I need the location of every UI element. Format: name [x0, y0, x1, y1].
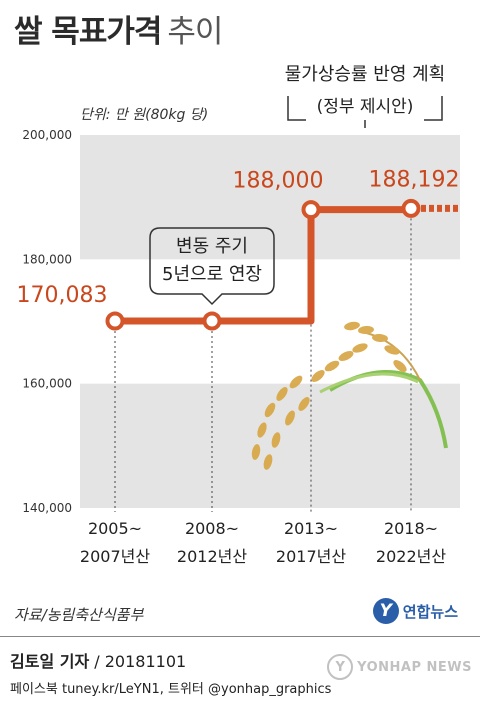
y-tick-label-2: 180,000	[22, 252, 72, 266]
x-tick-label-0-line1: 2005~	[88, 519, 142, 538]
value-label-3: 188,192	[369, 167, 460, 192]
y-tick-label-1: 160,000	[22, 377, 72, 391]
y-axis: 140,000 160,000 180,000 200,000	[22, 128, 72, 515]
yonhap-logo-icon: Y	[372, 598, 399, 624]
author-name: 김토일 기자	[10, 652, 90, 671]
y-tick-label-0: 140,000	[22, 501, 72, 515]
band-0	[80, 135, 460, 260]
title-main: 쌀 목표가격	[14, 14, 162, 50]
data-point-2	[301, 200, 321, 220]
watermark: Y YONHAP NEWS	[327, 654, 472, 680]
watermark-text: YONHAP NEWS	[357, 659, 472, 675]
x-tick-label-2-line2: 2017년산	[276, 547, 346, 566]
publish-date: 20181101	[104, 652, 187, 671]
x-tick-label-3-line2: 2022년산	[376, 547, 446, 566]
data-point-1	[202, 311, 222, 331]
x-tick-label-3-line1: 2018~	[384, 519, 438, 538]
value-label-0: 170,083	[17, 283, 108, 308]
x-axis: 2005~ 2007년산 2008~ 2012년산 2013~ 2017년산 2018~ 20…	[80, 519, 446, 566]
band-1	[80, 383, 460, 508]
y-tick-label-3: 200,000	[22, 128, 72, 142]
yonhap-logo: Y 연합뉴스	[372, 598, 458, 624]
callout-plan-line2: (정부 제시안)	[317, 97, 414, 117]
callout-cycle-line1: 변동 주기	[176, 236, 248, 257]
title-sub: 추이	[167, 14, 223, 50]
rice-stalk-illustration	[251, 321, 448, 470]
footer-divider	[0, 636, 480, 637]
social-links: 페이스북 tuney.kr/LeYN1, 트위터 @yonhap_graphic…	[10, 682, 332, 697]
x-tick-label-0-line2: 2007년산	[80, 547, 150, 566]
callout-cycle-line2: 5년으로 연장	[162, 264, 262, 285]
callout-plan: 물가상승률 반영 계획 (정부 제시안)	[285, 64, 445, 128]
x-tick-label-1-line1: 2008~	[185, 519, 239, 538]
callout-plan-line1: 물가상승률 반영 계획	[285, 64, 445, 85]
source-credit: 자료/농림축산식품부	[14, 606, 144, 624]
x-tick-label-2-line1: 2013~	[284, 519, 338, 538]
value-label-2: 188,000	[233, 169, 324, 194]
data-point-0	[105, 311, 125, 331]
unit-label: 단위: 만 원(80kg 당)	[80, 107, 209, 123]
byline: 김토일 기자 / 20181101	[10, 652, 187, 671]
chart-title: 쌀 목표가격 추이	[14, 6, 223, 51]
watermark-logo-icon: Y	[327, 654, 354, 680]
data-point-3	[401, 198, 421, 218]
yonhap-logo-text: 연합뉴스	[402, 602, 458, 621]
series-line	[105, 198, 460, 331]
callout-cycle: 변동 주기 5년으로 연장	[149, 227, 275, 306]
value-labels: 170,083 188,000 188,192	[17, 167, 460, 308]
x-tick-label-1-line2: 2012년산	[177, 547, 247, 566]
